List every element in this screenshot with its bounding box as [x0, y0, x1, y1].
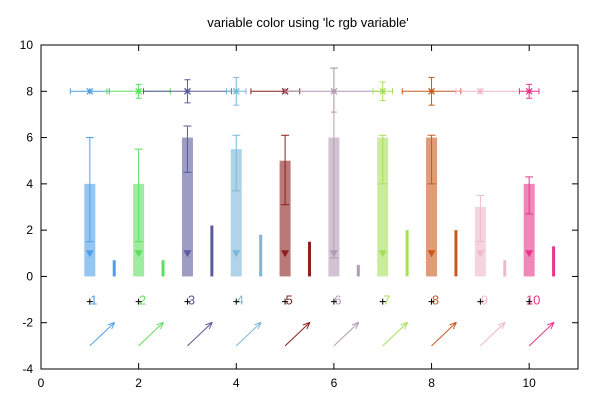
plus-marker: [477, 298, 484, 305]
bar: [523, 183, 535, 277]
x-tick-label: 6: [331, 376, 338, 390]
triangle-marker: [427, 250, 436, 258]
bar: [377, 137, 389, 277]
star-point: [476, 87, 484, 95]
chart-marks: 1 2 3 4 5 6 7 8 9 10: [69, 67, 556, 347]
bar: [181, 137, 193, 277]
small-bar: [356, 264, 360, 277]
point-label: 7: [383, 293, 390, 308]
plus-marker: [233, 298, 240, 305]
plot-frame: [40, 44, 579, 370]
arrow: [528, 323, 553, 347]
star-point: [232, 87, 240, 95]
point-label: 9: [481, 293, 488, 308]
small-bar: [405, 230, 409, 277]
triangle-marker: [281, 250, 290, 258]
triangle-marker: [85, 250, 94, 258]
arrow: [89, 323, 114, 347]
x-tick-label: 8: [428, 376, 435, 390]
plus-marker: [86, 298, 93, 305]
y-tick-label: -4: [22, 362, 33, 376]
arrow: [333, 323, 358, 347]
y-tick-label: 2: [26, 223, 33, 237]
star-point: [379, 87, 387, 95]
x-tick-label: 4: [233, 376, 240, 390]
star-point: [525, 87, 533, 95]
point-label: 3: [188, 293, 195, 308]
arrow: [284, 323, 309, 347]
small-bar: [503, 260, 507, 277]
triangle-marker: [378, 250, 387, 258]
arrow: [480, 323, 504, 347]
point-label: 5: [285, 293, 292, 308]
plus-marker: [428, 298, 435, 305]
plus-marker: [135, 298, 142, 305]
star-point: [135, 87, 143, 95]
arrow: [431, 323, 456, 347]
x-tick-label: 10: [523, 376, 537, 390]
bar: [426, 137, 438, 277]
chart-axes: 0 2 4 6 8 10 -4 -2 0 2 4 6 8 10: [20, 38, 578, 390]
arrow: [138, 323, 163, 347]
bar: [230, 149, 242, 277]
triangle-marker: [329, 250, 338, 258]
plus-marker: [330, 298, 337, 305]
star-point: [428, 87, 435, 95]
point-label: 8: [432, 293, 439, 308]
small-bar: [308, 241, 311, 277]
arrow: [187, 323, 211, 347]
plus-marker: [184, 298, 191, 305]
y-tick-label: -2: [22, 316, 33, 330]
point-label: 4: [237, 293, 244, 308]
y-tick-label: 4: [26, 177, 33, 191]
bar: [279, 160, 291, 277]
y-tick-label: 10: [20, 38, 34, 52]
y-tick-label: 6: [26, 131, 33, 145]
small-bar: [259, 234, 263, 277]
point-label: 10: [526, 293, 540, 308]
y-tick-label: 8: [26, 84, 33, 98]
triangle-marker: [525, 250, 534, 258]
plus-marker: [379, 298, 386, 305]
x-tick-label: 0: [38, 376, 45, 390]
triangle-marker: [134, 250, 143, 258]
chart-title: variable color using 'lc rgb variable': [207, 15, 409, 30]
triangle-marker: [232, 250, 241, 258]
point-label: 2: [139, 293, 146, 308]
star-point: [184, 87, 191, 95]
point-label: 6: [334, 293, 341, 308]
x-tick-label: 2: [135, 376, 142, 390]
plus-marker: [526, 298, 533, 305]
triangle-marker: [476, 250, 485, 258]
small-bar: [210, 225, 214, 277]
point-label: 1: [90, 293, 97, 308]
arrow: [235, 323, 260, 347]
arrow: [382, 323, 407, 347]
small-bar: [454, 230, 458, 277]
star-point: [330, 87, 338, 95]
small-bar: [552, 246, 556, 277]
plus-marker: [282, 298, 289, 305]
small-bar: [112, 260, 116, 277]
triangle-marker: [183, 250, 192, 258]
small-bar: [161, 260, 165, 277]
star-point: [86, 87, 94, 95]
y-tick-label: 0: [26, 269, 33, 283]
